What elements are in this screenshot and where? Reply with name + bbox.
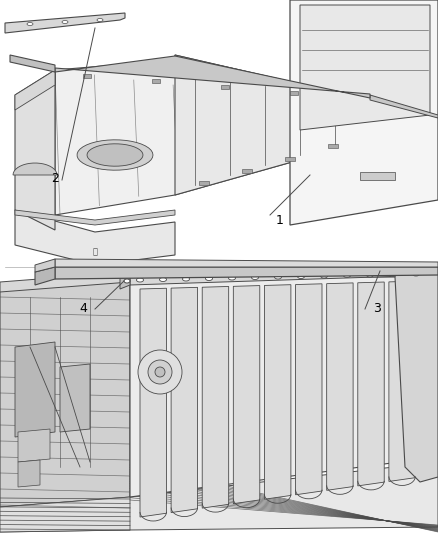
Polygon shape [130,277,438,497]
Polygon shape [140,288,166,517]
Ellipse shape [183,277,190,281]
Polygon shape [18,429,50,462]
Polygon shape [265,285,291,499]
Polygon shape [13,163,57,175]
Polygon shape [0,277,130,517]
Polygon shape [130,267,438,285]
Ellipse shape [367,273,374,277]
Polygon shape [327,283,353,490]
Polygon shape [5,13,125,33]
Polygon shape [10,55,55,72]
Ellipse shape [97,19,103,21]
Ellipse shape [251,276,258,279]
Polygon shape [175,55,370,195]
Polygon shape [0,462,438,532]
Polygon shape [77,140,153,170]
Polygon shape [171,287,198,513]
Bar [360,172,395,180]
Polygon shape [389,281,415,481]
Ellipse shape [297,274,304,279]
Polygon shape [15,342,55,437]
Polygon shape [175,55,370,110]
Polygon shape [55,267,438,279]
Bar [0,267,438,533]
Bar [152,79,160,83]
Polygon shape [87,144,143,166]
Bar [0,0,438,267]
Polygon shape [358,282,384,486]
Text: 4: 4 [79,303,87,316]
Polygon shape [55,259,438,267]
Text: 2: 2 [51,172,59,184]
Text: 3: 3 [373,303,381,316]
Polygon shape [55,56,370,98]
Polygon shape [60,364,90,432]
Polygon shape [233,286,260,504]
Ellipse shape [138,350,182,394]
Ellipse shape [124,279,130,283]
Polygon shape [0,272,130,292]
Polygon shape [300,5,430,130]
Ellipse shape [321,274,328,278]
Polygon shape [395,267,438,482]
Polygon shape [18,460,40,487]
Ellipse shape [27,22,33,26]
Ellipse shape [275,275,282,279]
Ellipse shape [148,360,172,384]
Polygon shape [296,284,322,495]
Bar [82,74,91,78]
Bar [290,91,298,95]
Polygon shape [120,272,130,289]
Ellipse shape [155,367,165,377]
Text: Ⓡ: Ⓡ [92,247,98,256]
Ellipse shape [205,277,212,280]
Polygon shape [202,286,229,508]
Bar [328,144,338,149]
Text: 1: 1 [276,214,284,227]
Ellipse shape [229,276,236,280]
Polygon shape [370,95,438,118]
Ellipse shape [343,273,350,278]
Polygon shape [290,0,438,225]
Ellipse shape [62,20,68,23]
Polygon shape [55,60,370,220]
Bar [242,168,252,173]
Polygon shape [0,497,130,532]
Ellipse shape [389,272,396,277]
Bar [221,85,229,89]
Bar [199,181,209,185]
Ellipse shape [413,272,420,276]
Polygon shape [15,210,175,225]
Bar [285,157,295,160]
Ellipse shape [137,278,144,282]
Polygon shape [15,70,55,230]
Polygon shape [35,259,55,272]
Polygon shape [15,210,175,265]
Polygon shape [15,70,55,110]
Polygon shape [35,267,55,285]
Ellipse shape [159,278,166,281]
